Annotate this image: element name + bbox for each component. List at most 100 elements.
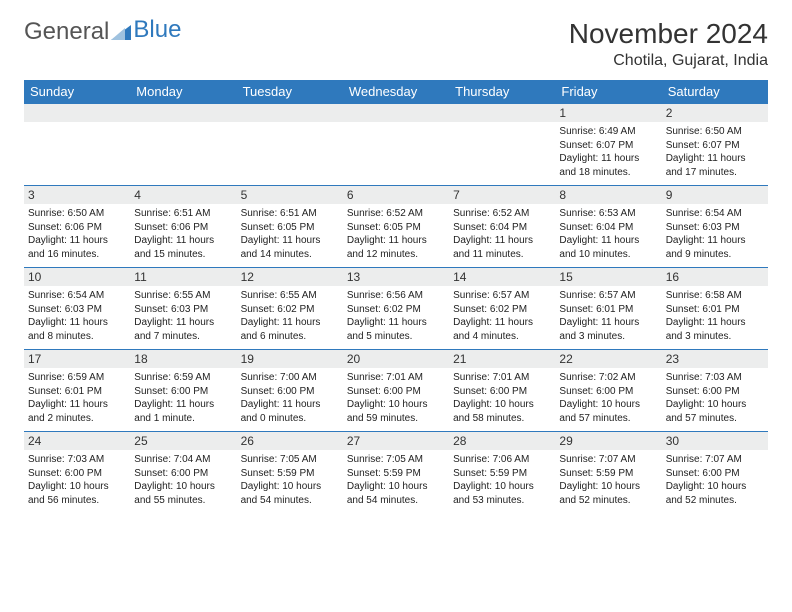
calendar-cell: 7Sunrise: 6:52 AMSunset: 6:04 PMDaylight…: [449, 186, 555, 268]
sunrise-text: Sunrise: 7:01 AM: [453, 371, 551, 385]
calendar-cell: 11Sunrise: 6:55 AMSunset: 6:03 PMDayligh…: [130, 268, 236, 350]
day-number: [449, 104, 555, 122]
day-body: Sunrise: 7:00 AMSunset: 6:00 PMDaylight:…: [237, 368, 343, 431]
calendar-cell: 17Sunrise: 6:59 AMSunset: 6:01 PMDayligh…: [24, 350, 130, 432]
day-number: 1: [555, 104, 661, 122]
calendar-cell: 24Sunrise: 7:03 AMSunset: 6:00 PMDayligh…: [24, 432, 130, 514]
location-text: Chotila, Gujarat, India: [569, 52, 768, 70]
day-number: 22: [555, 350, 661, 368]
sunrise-text: Sunrise: 7:06 AM: [453, 453, 551, 467]
calendar-week: 17Sunrise: 6:59 AMSunset: 6:01 PMDayligh…: [24, 350, 768, 432]
calendar-cell: 1Sunrise: 6:49 AMSunset: 6:07 PMDaylight…: [555, 104, 661, 186]
sunrise-text: Sunrise: 6:51 AM: [134, 207, 232, 221]
daylight-text: Daylight: 10 hours and 54 minutes.: [241, 480, 339, 507]
calendar-cell: 10 Sunrise: 6:54 AMSunset: 6:03 PMDayligh…: [24, 268, 130, 350]
sunset-text: Sunset: 6:06 PM: [28, 221, 126, 235]
day-number: 6: [343, 186, 449, 204]
daylight-text: Daylight: 11 hours and 16 minutes.: [28, 234, 126, 261]
sunset-text: Sunset: 5:59 PM: [453, 467, 551, 481]
weekday-header: Saturday: [662, 80, 768, 104]
daylight-text: Daylight: 11 hours and 14 minutes.: [241, 234, 339, 261]
calendar-week: 3Sunrise: 6:50 AMSunset: 6:06 PMDaylight…: [24, 186, 768, 268]
day-body: [237, 122, 343, 180]
sunset-text: Sunset: 6:02 PM: [453, 303, 551, 317]
day-body: Sunrise: 6:57 AMSunset: 6:01 PMDaylight:…: [555, 286, 661, 349]
sail-icon: [111, 23, 133, 41]
calendar-week: 24Sunrise: 7:03 AMSunset: 6:00 PMDayligh…: [24, 432, 768, 514]
day-body: Sunrise: 7:05 AMSunset: 5:59 PMDaylight:…: [237, 450, 343, 513]
sunset-text: Sunset: 6:03 PM: [28, 303, 126, 317]
calendar-cell: 26Sunrise: 7:05 AMSunset: 5:59 PMDayligh…: [237, 432, 343, 514]
brand-logo: General Blue: [24, 18, 181, 46]
day-number: 11: [130, 268, 236, 286]
day-number: 5: [237, 186, 343, 204]
sunset-text: Sunset: 6:04 PM: [453, 221, 551, 235]
day-body: Sunrise: 7:07 AMSunset: 5:59 PMDaylight:…: [555, 450, 661, 513]
day-number: 21: [449, 350, 555, 368]
daylight-text: Daylight: 11 hours and 0 minutes.: [241, 398, 339, 425]
day-body: [343, 122, 449, 180]
day-body: [24, 122, 130, 180]
day-body: Sunrise: 6:59 AMSunset: 6:00 PMDaylight:…: [130, 368, 236, 431]
daylight-text: Daylight: 11 hours and 6 minutes.: [241, 316, 339, 343]
calendar-cell: 22Sunrise: 7:02 AMSunset: 6:00 PMDayligh…: [555, 350, 661, 432]
daylight-text: Daylight: 11 hours and 8 minutes.: [28, 316, 126, 343]
day-body: [130, 122, 236, 180]
sunrise-text: Sunrise: 6:54 AM: [28, 289, 126, 303]
daylight-text: Daylight: 11 hours and 7 minutes.: [134, 316, 232, 343]
page-header: General Blue November 2024 Chotila, Guja…: [24, 18, 768, 70]
day-body: Sunrise: 7:05 AMSunset: 5:59 PMDaylight:…: [343, 450, 449, 513]
sunrise-text: Sunrise: 7:03 AM: [666, 371, 764, 385]
daylight-text: Daylight: 11 hours and 5 minutes.: [347, 316, 445, 343]
day-number: 30: [662, 432, 768, 450]
day-body: Sunrise: 6:59 AMSunset: 6:01 PMDaylight:…: [24, 368, 130, 431]
sunrise-text: Sunrise: 6:52 AM: [453, 207, 551, 221]
day-body: Sunrise: 6:51 AMSunset: 6:05 PMDaylight:…: [237, 204, 343, 267]
day-body: Sunrise: 7:04 AMSunset: 6:00 PMDaylight:…: [130, 450, 236, 513]
sunset-text: Sunset: 6:04 PM: [559, 221, 657, 235]
daylight-text: Daylight: 10 hours and 53 minutes.: [453, 480, 551, 507]
calendar-cell: 6Sunrise: 6:52 AMSunset: 6:05 PMDaylight…: [343, 186, 449, 268]
sunset-text: Sunset: 5:59 PM: [347, 467, 445, 481]
sunset-text: Sunset: 6:00 PM: [134, 385, 232, 399]
calendar-cell: 13Sunrise: 6:56 AMSunset: 6:02 PMDayligh…: [343, 268, 449, 350]
sunset-text: Sunset: 6:00 PM: [559, 385, 657, 399]
sunrise-text: Sunrise: 7:05 AM: [241, 453, 339, 467]
daylight-text: Daylight: 11 hours and 2 minutes.: [28, 398, 126, 425]
day-body: Sunrise: 6:55 AMSunset: 6:03 PMDaylight:…: [130, 286, 236, 349]
calendar-cell: 28Sunrise: 7:06 AMSunset: 5:59 PMDayligh…: [449, 432, 555, 514]
sunset-text: Sunset: 6:01 PM: [28, 385, 126, 399]
sunrise-text: Sunrise: 6:56 AM: [347, 289, 445, 303]
day-body: Sunrise: 6:56 AMSunset: 6:02 PMDaylight:…: [343, 286, 449, 349]
daylight-text: Daylight: 11 hours and 17 minutes.: [666, 152, 764, 179]
sunrise-text: Sunrise: 6:51 AM: [241, 207, 339, 221]
sunrise-text: Sunrise: 7:02 AM: [559, 371, 657, 385]
day-body: Sunrise: 6:49 AMSunset: 6:07 PMDaylight:…: [555, 122, 661, 185]
calendar-cell: 15Sunrise: 6:57 AMSunset: 6:01 PMDayligh…: [555, 268, 661, 350]
title-block: November 2024 Chotila, Gujarat, India: [569, 18, 768, 70]
sunset-text: Sunset: 6:06 PM: [134, 221, 232, 235]
calendar-table: SundayMondayTuesdayWednesdayThursdayFrid…: [24, 80, 768, 513]
daylight-text: Daylight: 10 hours and 59 minutes.: [347, 398, 445, 425]
sunrise-text: Sunrise: 7:01 AM: [347, 371, 445, 385]
calendar-cell: 29Sunrise: 7:07 AMSunset: 5:59 PMDayligh…: [555, 432, 661, 514]
daylight-text: Daylight: 10 hours and 56 minutes.: [28, 480, 126, 507]
day-number: 27: [343, 432, 449, 450]
calendar-cell: 30Sunrise: 7:07 AMSunset: 6:00 PMDayligh…: [662, 432, 768, 514]
day-number: 4: [130, 186, 236, 204]
day-number: 15: [555, 268, 661, 286]
daylight-text: Daylight: 11 hours and 12 minutes.: [347, 234, 445, 261]
weekday-header: Tuesday: [237, 80, 343, 104]
sunset-text: Sunset: 6:00 PM: [241, 385, 339, 399]
sunrise-text: Sunrise: 6:57 AM: [453, 289, 551, 303]
day-body: Sunrise: 6:57 AMSunset: 6:02 PMDaylight:…: [449, 286, 555, 349]
brand-part2: Blue: [133, 16, 181, 44]
weekday-header: Monday: [130, 80, 236, 104]
day-number: 3: [24, 186, 130, 204]
sunset-text: Sunset: 6:03 PM: [134, 303, 232, 317]
daylight-text: Daylight: 11 hours and 10 minutes.: [559, 234, 657, 261]
day-number: 9: [662, 186, 768, 204]
day-body: Sunrise: 6:50 AMSunset: 6:07 PMDaylight:…: [662, 122, 768, 185]
day-number: 10: [24, 268, 130, 286]
day-body: Sunrise: 6:53 AMSunset: 6:04 PMDaylight:…: [555, 204, 661, 267]
